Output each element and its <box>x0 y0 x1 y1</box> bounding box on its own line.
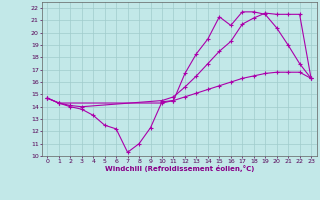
X-axis label: Windchill (Refroidissement éolien,°C): Windchill (Refroidissement éolien,°C) <box>105 165 254 172</box>
